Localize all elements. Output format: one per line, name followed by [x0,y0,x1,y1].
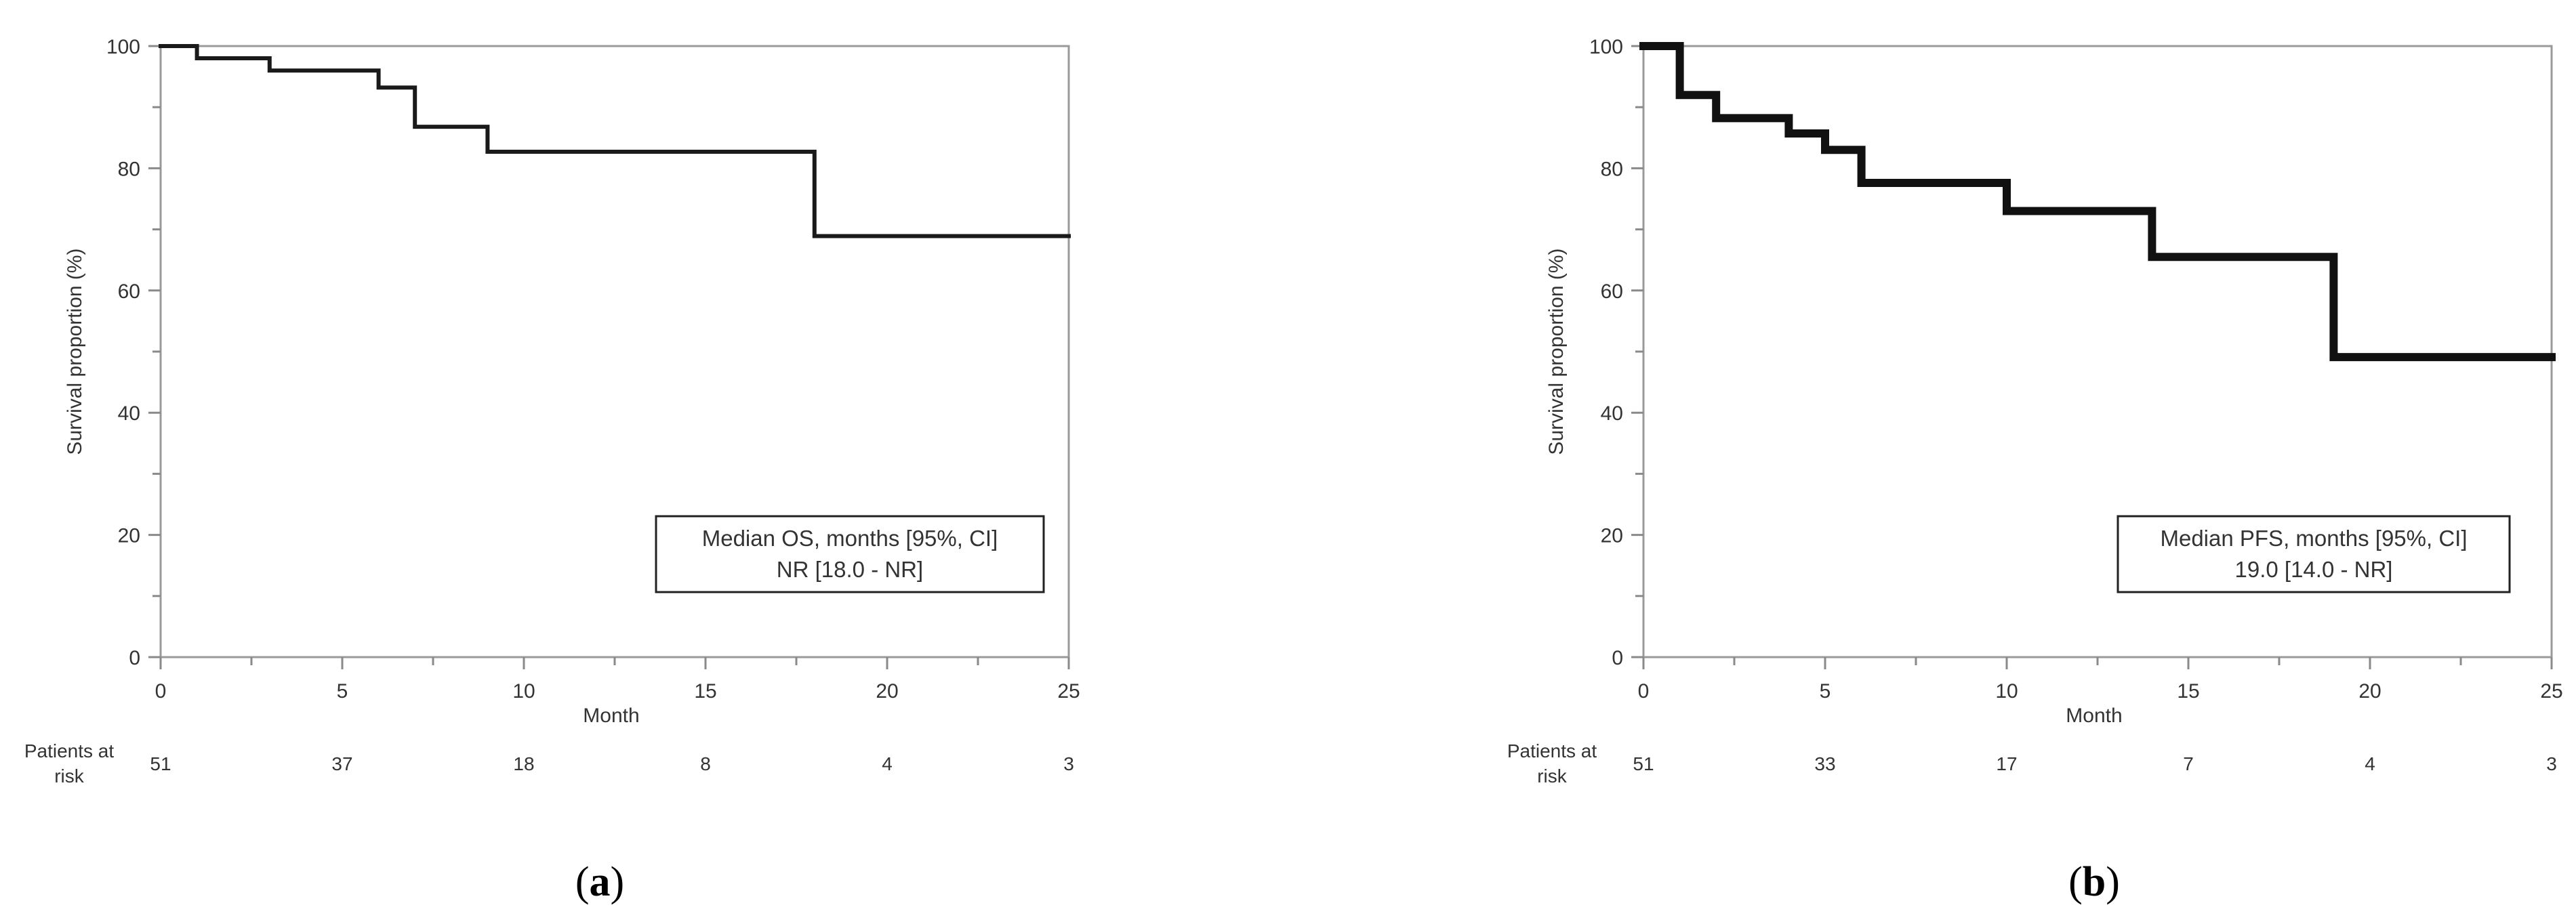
caption-a-open: ( [575,859,590,905]
panel-a-y-tick-label: 40 [118,402,140,425]
caption-b-open: ( [2068,859,2083,905]
panel-a-y-axis-title: Survival proportion (%) [64,248,86,455]
panel-a-y-tick-label: 80 [118,158,140,180]
panel-b-risk-count: 3 [2546,753,2557,774]
panel-a-risk-label-line2: risk [54,766,85,787]
panel-b-x-tick-label: 10 [1995,680,2018,703]
panel-b-x-tick-label: 5 [1820,680,1831,703]
panel-b-risk-count: 33 [1814,753,1835,774]
panel-a: 0 20 40 60 80 100 0 5 10 15 20 25 Survival proport… [24,36,1080,787]
panel-a-annotation: Median OS, months [95%, CI] NR [18.0 - N… [655,515,1045,593]
panel-a-risk-count: 8 [700,753,711,774]
panel-b-y-axis-title: Survival proportion (%) [1545,248,1568,455]
panel-b-y-tick-label: 100 [1589,36,1623,58]
panel-a-x-tick-label: 5 [337,680,348,703]
panel-a-x-axis-title: Month [583,705,639,727]
panel-a-y-tick-label: 20 [118,525,140,547]
caption-a-close: ) [611,859,625,905]
panel-a-x-tick-label: 0 [155,680,167,703]
panel-b: 0 20 40 60 80 100 0 5 10 15 20 25 Survival proport… [1507,36,2563,787]
panel-b-x-tick-labels: 0 5 10 15 20 25 [1638,680,2563,703]
panel-b-annotation-line2: 19.0 [14.0 - NR] [2235,557,2393,582]
panel-a-annotation-line2: NR [18.0 - NR] [777,557,923,582]
panel-b-survival-curve [1639,42,2556,362]
panel-a-x-tick-label: 20 [876,680,898,703]
panel-a-y-tick-label: 60 [118,280,140,303]
panel-b-risk-count: 7 [2183,753,2194,774]
panel-b-risk-table: Patients at risk 51 33 17 7 4 3 [1507,740,2557,787]
panel-a-y-tick-labels: 0 20 40 60 80 100 [106,36,140,669]
panel-b-y-tick-label: 60 [1601,280,1623,303]
panel-b-y-tick-label: 40 [1601,402,1623,425]
panel-a-risk-table: Patients at risk 51 37 18 8 4 3 [24,740,1074,787]
panel-b-risk-counts: 51 33 17 7 4 3 [1633,753,2556,774]
panel-b-annotation-line1: Median PFS, months [95%, CI] [2160,526,2467,551]
panel-a-y-tick-label: 0 [129,647,140,669]
panel-a-x-tick-label: 25 [1057,680,1080,703]
caption-b: (b) [2068,859,2120,905]
panel-a-risk-count: 3 [1063,753,1074,774]
panel-a-risk-label-line1: Patients at [24,740,115,761]
panel-a-y-tick-label: 100 [106,36,140,58]
panel-a-x-tick-label: 15 [694,680,716,703]
panel-b-ticks [1631,45,2553,669]
panel-b-x-tick-label: 25 [2540,680,2562,703]
panel-b-x-tick-label: 20 [2358,680,2381,703]
caption-a-letter: a [590,859,611,905]
panel-a-annotation-line1: Median OS, months [95%, CI] [702,526,998,551]
panel-a-x-tick-labels: 0 5 10 15 20 25 [155,680,1080,703]
caption-b-letter: b [2083,859,2106,905]
panel-a-survival-curve [159,44,1071,238]
caption-b-close: ) [2106,859,2120,905]
panel-b-risk-count: 4 [2365,753,2375,774]
panel-b-y-tick-label: 20 [1601,525,1623,547]
panel-b-risk-count: 51 [1633,753,1654,774]
panel-b-risk-count: 17 [1996,753,2017,774]
panel-b-x-tick-label: 0 [1638,680,1650,703]
panel-a-ticks [148,45,1070,669]
panel-b-risk-label-line2: risk [1537,766,1568,787]
caption-a: (a) [575,859,624,905]
panel-b-y-tick-labels: 0 20 40 60 80 100 [1589,36,1623,669]
panel-b-risk-label-line1: Patients at [1507,740,1597,761]
panel-a-risk-count: 51 [150,753,171,774]
panel-a-risk-counts: 51 37 18 8 4 3 [150,753,1074,774]
panel-a-annotation-box [655,515,1045,593]
panel-b-annotation: Median PFS, months [95%, CI] 19.0 [14.0 … [2117,515,2511,593]
panel-a-risk-count: 4 [882,753,893,774]
panel-a-x-tick-label: 10 [512,680,535,703]
panel-a-risk-count: 18 [513,753,534,774]
panel-a-risk-count: 37 [331,753,352,774]
panel-b-x-axis-title: Month [2066,705,2122,727]
panel-b-y-tick-label: 0 [1612,647,1623,669]
panel-b-annotation-box [2117,515,2511,593]
panel-b-y-tick-label: 80 [1601,158,1623,180]
panel-b-x-tick-label: 15 [2177,680,2199,703]
